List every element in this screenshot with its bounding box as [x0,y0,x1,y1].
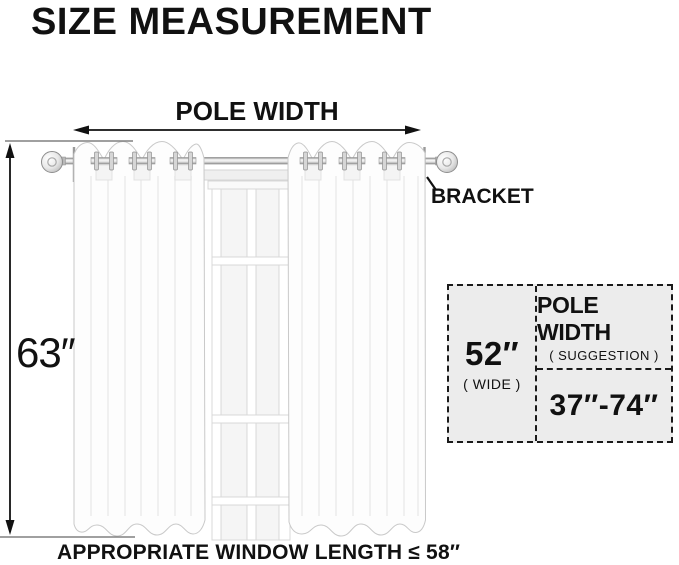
size-suggestion-box: 52″ ( WIDE ) POLE WIDTH ( SUGGESTION ) 3… [447,284,673,443]
pole-width-header-cell: POLE WIDTH ( SUGGESTION ) [537,286,671,370]
pole-finial-left [41,151,63,173]
curtain-width-note: ( WIDE ) [463,376,521,392]
window-length-annotation: APPROPRIATE WINDOW LENGTH ≤ 58″ [57,541,461,564]
page-title: SIZE MEASUREMENT [31,1,432,43]
pole-width-range: 37″-74″ [549,388,659,422]
pole-width-arrow [73,125,421,135]
pole-width-column: POLE WIDTH ( SUGGESTION ) 37″-74″ [535,286,671,441]
pole-width-range-cell: 37″-74″ [537,370,671,441]
curtain-length-arrow [5,143,15,535]
pole-width-annotation: POLE WIDTH [175,96,339,126]
curtain-right-panel [287,140,427,537]
pole-finial-right [436,151,458,173]
curtain-width-cell: 52″ ( WIDE ) [449,286,535,441]
curtain-width-value: 52″ [464,335,519,372]
window [202,169,298,541]
measurement-marks [0,125,437,538]
bracket-annotation: BRACKET [431,185,534,208]
curtain-length-annotation: 63″ [16,329,76,376]
curtain-left-panel [73,140,206,537]
pole-width-title: POLE WIDTH [537,291,611,345]
pole-width-note: ( SUGGESTION ) [549,347,659,363]
bracket-pointer-line [426,176,437,191]
